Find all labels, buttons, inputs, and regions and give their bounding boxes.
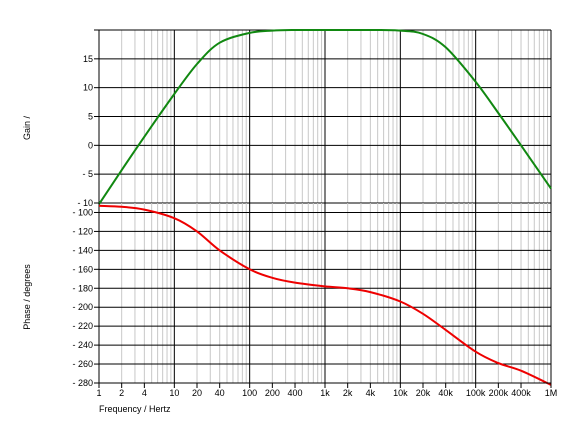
- x-tick-label: 1k: [320, 388, 330, 398]
- y-tick-label: - 5: [82, 169, 93, 179]
- x-tick-label: 400: [288, 388, 303, 398]
- y-tick-label: - 200: [72, 302, 93, 312]
- x-tick-label: 10k: [393, 388, 408, 398]
- x-tick-label: 2: [119, 388, 124, 398]
- x-tick-label: 40: [215, 388, 225, 398]
- y-tick-label: 15: [83, 54, 93, 64]
- x-tick-label: 200: [265, 388, 280, 398]
- x-tick-label: 4k: [366, 388, 376, 398]
- y-tick-label: - 120: [72, 226, 93, 236]
- x-tick-label: 4: [142, 388, 147, 398]
- x-tick-label: 40k: [438, 388, 453, 398]
- y-tick-label: - 220: [72, 321, 93, 331]
- y-tick-label: - 160: [72, 264, 93, 274]
- gain-y-axis-label: Gain /: [22, 115, 32, 140]
- gain-y-tick-labels: 15 10 5 0 - 5 - 10: [77, 54, 93, 208]
- x-tick-label: 100: [242, 388, 257, 398]
- y-tick-label: - 100: [72, 207, 93, 217]
- phase-y-tick-labels: - 100 - 120 - 140 - 160 - 180 - 200 - 220 - 240…: [72, 207, 93, 388]
- x-tick-label: 10: [169, 388, 179, 398]
- x-tick-label: 400k: [511, 388, 531, 398]
- x-axis-label: Frequency / Hertz: [99, 404, 171, 414]
- x-tick-label: 2k: [343, 388, 353, 398]
- x-tick-label: 200k: [489, 388, 509, 398]
- y-tick-label: 10: [83, 83, 93, 93]
- gain-series: [98, 28, 552, 205]
- y-tick-label: - 260: [72, 359, 93, 369]
- x-tick-labels: 1 2 4 10 20 40 100 200 400 1k 2k 4k 10k 20k 40k 100k 200…: [96, 382, 558, 398]
- x-tick-label: 20: [192, 388, 202, 398]
- x-tick-label: 100k: [466, 388, 486, 398]
- x-tick-label: 1: [96, 388, 101, 398]
- x-tick-label: 1M: [545, 388, 558, 398]
- x-tick-label: 20k: [416, 388, 431, 398]
- y-tick-label: 5: [88, 112, 93, 122]
- y-tick-label: 0: [88, 140, 93, 150]
- phase-curve: [98, 204, 552, 386]
- phase-panel: - 100 - 120 - 140 - 160 - 180 - 200 - 220 - 240…: [22, 203, 552, 388]
- gain-gridlines: [94, 29, 552, 204]
- gain-curve: [98, 28, 552, 205]
- y-tick-label: - 180: [72, 283, 93, 293]
- y-tick-label: - 10: [77, 198, 93, 208]
- y-tick-label: - 280: [72, 378, 93, 388]
- y-tick-label: - 140: [72, 245, 93, 255]
- phase-series: [98, 204, 552, 386]
- y-tick-label: - 240: [72, 340, 93, 350]
- gain-panel: 15 10 5 0 - 5 - 10 Gain /: [22, 28, 552, 208]
- phase-y-axis-label: Phase / degrees: [22, 264, 32, 330]
